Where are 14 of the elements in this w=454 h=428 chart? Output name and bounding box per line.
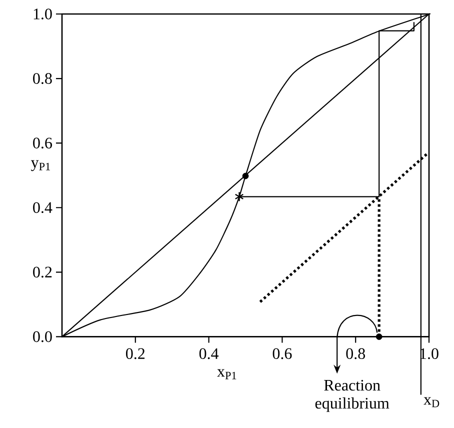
y-tick-label: 0.8: [33, 73, 52, 84]
ref-line-label: x$_{D}$: [424, 397, 440, 408]
x-axis-title: x$_{P1}$: [217, 369, 236, 380]
y-tick-label: 0.6: [33, 138, 52, 149]
x-tick-label: 0.4: [199, 348, 219, 360]
y-tick-label: 0.4: [33, 202, 52, 214]
y-tick-label: 0.0: [33, 331, 52, 342]
y-axis-title: y$_{P1}$: [30, 160, 50, 172]
x-tick-label: 0.2: [126, 348, 145, 360]
annotation: Reaction equilibrium: [315, 380, 390, 412]
y-tick-label: 1.0: [34, 8, 52, 20]
x-tick-label: 0.8: [346, 348, 365, 360]
x-tick-label: 0.6: [272, 348, 292, 360]
y-tick-label: 0.2: [33, 266, 52, 278]
